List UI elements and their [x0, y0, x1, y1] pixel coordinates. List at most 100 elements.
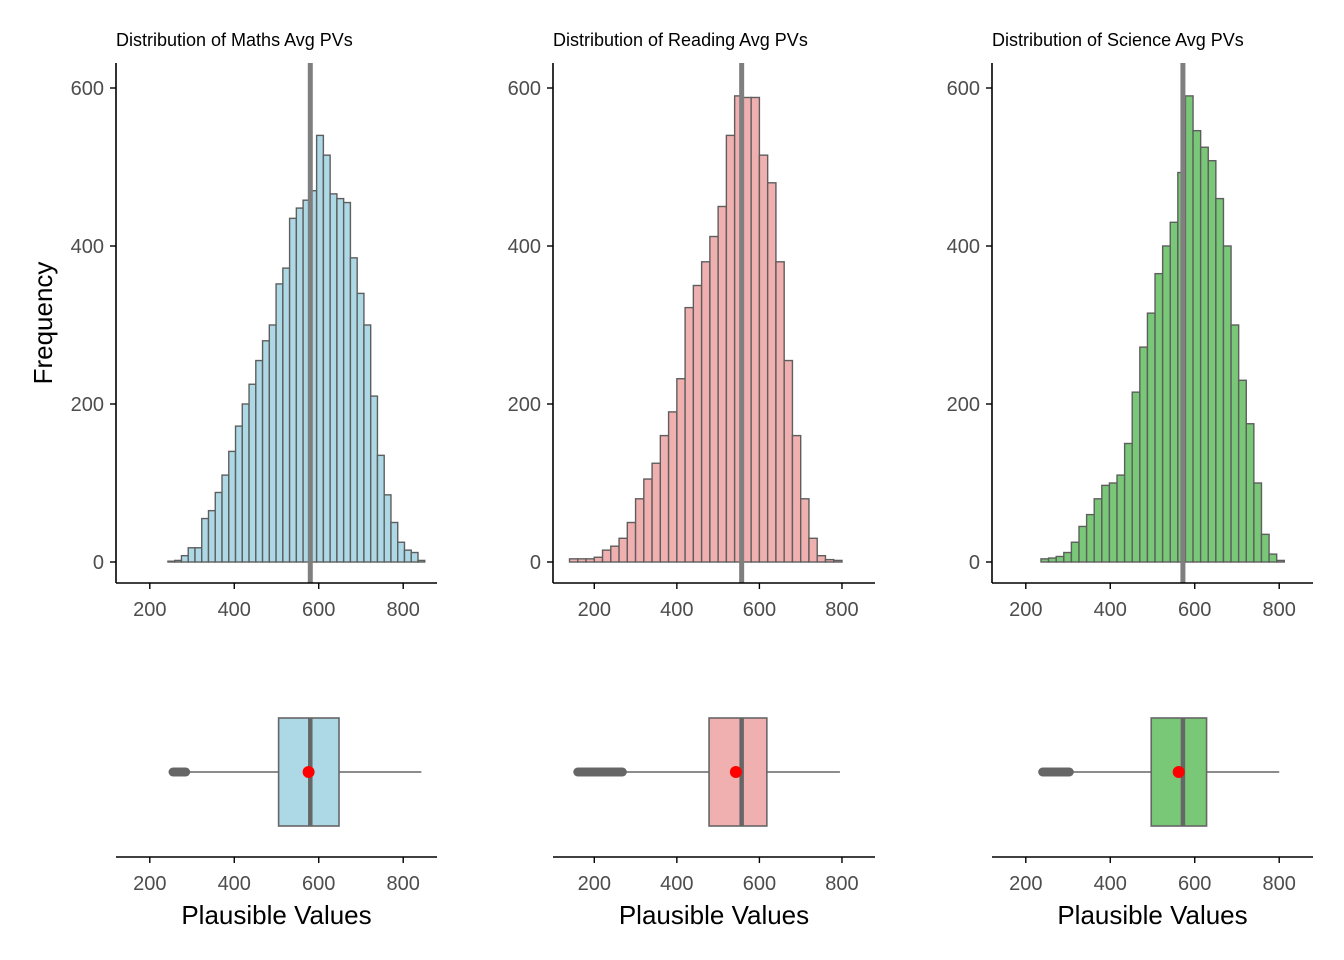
histogram-bar	[758, 154, 769, 563]
y-tick-label: 0	[93, 552, 104, 574]
histogram-bar	[221, 474, 230, 563]
histogram-bar	[167, 560, 176, 563]
histogram-bar	[1055, 555, 1065, 563]
boxplot-panel-2: 200 400 600 800 Plausible Values	[553, 717, 875, 930]
histogram-bar	[1215, 197, 1225, 563]
histogram-bar	[651, 462, 662, 563]
histogram-bar	[1169, 221, 1179, 563]
histogram-bar	[410, 551, 419, 563]
y-tick-label: 0	[530, 552, 541, 574]
histogram-bar	[799, 498, 810, 563]
histogram-bar	[659, 434, 670, 563]
boxplot-mean-point	[729, 766, 742, 778]
histogram-bar	[261, 340, 271, 563]
histogram-bar	[618, 537, 629, 563]
histogram-bar	[329, 193, 338, 563]
histogram-bar	[275, 283, 284, 563]
histogram-bar	[288, 217, 298, 563]
histogram-bar	[248, 383, 257, 563]
x-tick-label: 400	[218, 599, 251, 621]
y-tick-label: 600	[508, 78, 541, 100]
boxplot-x-tick-label: 600	[1178, 873, 1211, 895]
histogram-title: Distribution of Reading Avg PVs	[553, 30, 808, 50]
x-axis-title: Plausible Values	[181, 900, 371, 930]
x-axis-title: Plausible Values	[1057, 900, 1247, 930]
histogram-bar	[1063, 551, 1073, 563]
histogram-bar	[1260, 533, 1270, 563]
histogram-bar	[1192, 129, 1202, 563]
histogram-bar	[417, 559, 426, 563]
y-tick-label: 200	[947, 394, 980, 416]
histogram-bar	[1207, 159, 1217, 563]
histogram-bar	[643, 478, 653, 563]
boxplot-outlier	[617, 767, 627, 777]
histogram-bar	[1040, 558, 1050, 563]
histogram-bar	[180, 554, 189, 563]
boxplot-x-tick-label: 800	[825, 873, 858, 895]
histogram-bar	[692, 284, 703, 563]
y-tick-label: 400	[508, 236, 541, 258]
boxplot-outlier	[181, 767, 191, 777]
histogram-bar	[342, 201, 352, 563]
histogram-bar	[268, 324, 277, 563]
boxplot-x-tick-label: 400	[218, 873, 251, 895]
histogram-bar	[1131, 391, 1141, 563]
histogram-bar	[403, 549, 412, 563]
histogram-bar	[214, 491, 223, 563]
boxplot-x-tick-label: 800	[1263, 873, 1296, 895]
x-tick-label: 600	[1178, 599, 1211, 621]
histogram-bar	[1199, 146, 1209, 563]
x-tick-label: 600	[302, 599, 335, 621]
histogram-bar	[1222, 245, 1232, 563]
histogram-bar	[816, 554, 827, 563]
y-tick-label: 400	[947, 236, 980, 258]
histogram-bar	[363, 324, 372, 563]
histogram-bar	[1116, 474, 1126, 563]
boxplot-mean-point	[302, 766, 315, 778]
histogram-bar	[676, 378, 686, 563]
x-tick-label: 400	[660, 599, 693, 621]
y-tick-label: 600	[947, 78, 980, 100]
histogram-bar	[315, 134, 325, 563]
x-tick-label: 600	[743, 599, 776, 621]
x-tick-label: 200	[1009, 599, 1042, 621]
histogram-bar	[241, 403, 250, 563]
histogram-bar	[1245, 423, 1255, 563]
histogram-bar	[295, 207, 304, 563]
x-tick-label: 800	[387, 599, 420, 621]
histogram-bar	[1123, 442, 1133, 563]
histogram-bar	[808, 537, 818, 563]
y-tick-label: 400	[71, 236, 104, 258]
histogram-bar	[667, 411, 678, 563]
histogram-panel-1: Distribution of Maths Avg PVs 0 200 400 600 2…	[71, 30, 437, 621]
histogram-bar	[1237, 379, 1247, 563]
histogram-bar	[766, 182, 777, 563]
histogram-bar	[1101, 484, 1111, 563]
histogram-bar	[1108, 482, 1118, 563]
histogram-bar	[783, 359, 794, 563]
histogram-bar	[725, 134, 736, 563]
x-tick-label: 200	[578, 599, 611, 621]
histogram-bar	[1078, 525, 1088, 563]
histogram-bar	[1047, 557, 1057, 563]
y-tick-label: 200	[508, 394, 541, 416]
y-tick-label: 0	[969, 552, 980, 574]
boxplot-x-tick-label: 600	[743, 873, 776, 895]
histogram-bar	[174, 559, 183, 563]
histogram-bar	[228, 450, 237, 563]
histogram-bar	[750, 96, 761, 563]
histogram-bar	[397, 541, 406, 563]
histogram-bar	[1253, 482, 1263, 563]
histogram-bar	[601, 549, 612, 563]
x-tick-label: 800	[825, 599, 858, 621]
histogram-bar	[376, 454, 385, 563]
histogram-bar	[1139, 346, 1149, 563]
histogram-panel-2: Distribution of Reading Avg PVs 0 200 400 60…	[508, 30, 875, 621]
histogram-bar	[207, 509, 216, 563]
y-tick-label: 600	[71, 78, 104, 100]
histogram-bar	[1184, 95, 1194, 563]
x-tick-label: 400	[1094, 599, 1127, 621]
histogram-bar	[824, 558, 835, 563]
boxplot-x-tick-label: 800	[387, 873, 420, 895]
